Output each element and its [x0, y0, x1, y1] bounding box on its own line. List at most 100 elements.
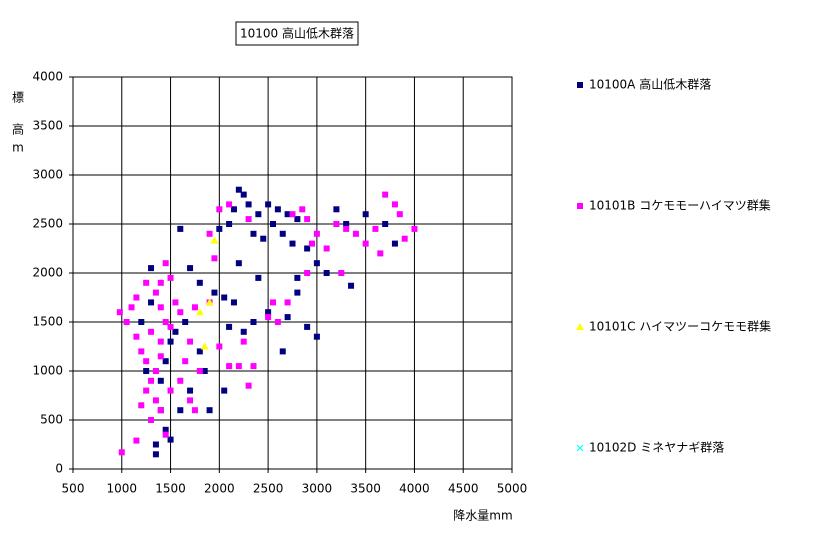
point	[177, 225, 184, 232]
point	[152, 397, 159, 404]
point	[211, 255, 218, 262]
y-axis-label: 標	[12, 91, 24, 105]
point	[226, 323, 233, 330]
point	[221, 294, 228, 301]
point	[313, 230, 320, 237]
y-tick-label: 500	[40, 413, 63, 427]
title-box	[235, 21, 359, 46]
point	[206, 407, 213, 414]
point	[162, 358, 169, 365]
point	[157, 279, 164, 286]
point	[343, 221, 350, 227]
point	[245, 382, 252, 389]
x-axis-label: 降水量mm	[453, 509, 512, 523]
point	[162, 426, 169, 433]
point	[235, 260, 242, 267]
point	[269, 221, 276, 227]
point	[182, 319, 189, 325]
point	[323, 245, 330, 252]
legend-marker	[576, 444, 584, 452]
point	[313, 333, 320, 340]
point	[401, 235, 408, 242]
point	[250, 319, 257, 325]
legend-label: 10102D ミネヤナギ群落	[589, 441, 724, 455]
point	[148, 299, 155, 306]
point	[157, 407, 164, 414]
x-tick-label: 4500	[448, 482, 479, 496]
y-tick-label: 4000	[32, 70, 63, 84]
y-tick-label: 1500	[32, 315, 63, 329]
y-axis-label: 高	[12, 122, 24, 137]
point	[230, 299, 237, 306]
point	[265, 309, 272, 316]
point	[177, 309, 184, 316]
point	[396, 211, 403, 218]
point	[372, 225, 379, 232]
point	[167, 436, 174, 443]
point	[167, 387, 174, 394]
point	[352, 230, 359, 237]
point	[187, 387, 194, 394]
x-tick-label: 4000	[399, 482, 430, 496]
x-tick-label: 2500	[253, 482, 284, 496]
point	[148, 265, 155, 272]
x-tick-label: 3500	[350, 482, 381, 496]
x-tick-label: 3000	[302, 482, 333, 496]
y-tick-label: 0	[55, 462, 63, 476]
point	[182, 358, 189, 365]
point	[240, 338, 247, 345]
point	[382, 221, 389, 227]
point	[200, 342, 209, 350]
point	[187, 338, 194, 345]
point	[221, 387, 228, 394]
point	[265, 314, 272, 321]
legend-marker	[576, 323, 584, 330]
legend-marker	[577, 82, 583, 88]
point	[152, 441, 159, 448]
point	[348, 282, 355, 289]
point	[250, 363, 257, 370]
point	[245, 216, 252, 223]
point	[245, 201, 252, 208]
point	[294, 289, 301, 296]
point	[206, 230, 213, 237]
point	[333, 206, 340, 213]
point	[187, 397, 194, 404]
point	[274, 206, 281, 213]
point	[138, 319, 145, 325]
x-tick-label: 5000	[497, 482, 528, 496]
chart-title: 10100 高山低木群落	[240, 26, 354, 41]
point	[123, 319, 130, 325]
point	[391, 201, 398, 208]
point	[148, 328, 155, 335]
point	[240, 328, 247, 335]
point	[138, 348, 145, 355]
y-tick-label: 2500	[32, 217, 63, 231]
point	[279, 230, 286, 237]
point	[177, 377, 184, 384]
legend-label: 10101C ハイマツーコケモモ群集	[589, 319, 771, 334]
point	[116, 309, 123, 316]
point	[195, 308, 204, 316]
point	[133, 294, 140, 301]
point	[152, 451, 159, 458]
point	[167, 338, 174, 345]
point	[304, 270, 311, 276]
point	[162, 319, 169, 325]
point	[152, 289, 159, 296]
point	[216, 206, 223, 213]
point	[338, 270, 345, 276]
point	[289, 240, 296, 247]
point	[294, 216, 301, 223]
point	[143, 358, 150, 365]
point	[284, 211, 291, 218]
point	[191, 407, 198, 414]
point	[216, 343, 223, 350]
point	[210, 236, 219, 244]
point	[205, 298, 214, 306]
point	[152, 368, 159, 374]
point	[269, 299, 276, 306]
point	[284, 314, 291, 321]
point	[191, 304, 198, 311]
